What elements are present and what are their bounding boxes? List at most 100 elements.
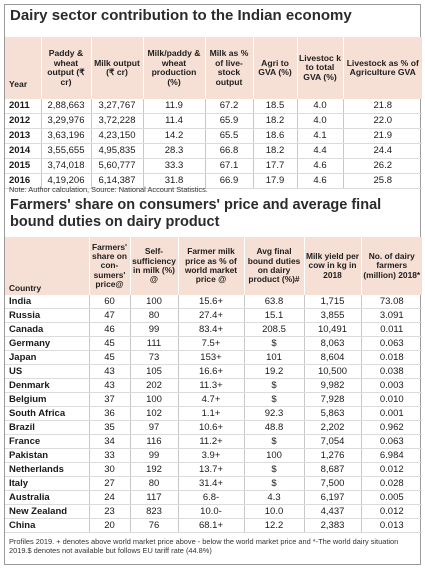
table-cell: 0.018 (361, 350, 422, 365)
table-cell: 20 (89, 518, 131, 533)
table-row: 2013 3,63,196 4,23,150 14.2 65.5 18.6 4.1 21.9 (5, 128, 422, 144)
table-cell: 1.1+ (178, 406, 245, 421)
table-cell: 0.012 (361, 504, 422, 519)
table-cell: $ (244, 462, 305, 477)
table-cell: 100 (130, 295, 179, 309)
table-cell: 11.2+ (178, 434, 245, 449)
table-cell: 48.8 (244, 420, 305, 435)
table-cell: 31.4+ (178, 476, 245, 491)
row-label: Germany (5, 336, 90, 351)
table-row: US 43 105 16.6+ 19.2 10,500 0.038 (5, 364, 422, 379)
table-cell: 202 (130, 378, 179, 393)
table-cell: 11.9 (143, 99, 206, 114)
table-cell: 0.001 (361, 406, 422, 421)
row-label: Belgium (5, 392, 90, 407)
table-cell: 8,687 (304, 462, 362, 477)
column-header: Livestock as % of Agriculture GVA (343, 37, 422, 99)
table-cell: 18.2 (253, 143, 298, 159)
table-cell: 12.2 (244, 518, 305, 533)
table-row: South Africa 36 102 1.1+ 92.3 5,863 0.001 (5, 406, 422, 421)
table-cell: 43 (89, 378, 131, 393)
table-cell: 27 (89, 476, 131, 491)
table-cell: 99 (130, 322, 179, 337)
table-cell: 17.9 (253, 173, 298, 189)
table-cell: 10.0- (178, 504, 245, 519)
column-header: Milk output (₹ cr) (91, 37, 144, 99)
row-label: New Zealand (5, 504, 90, 519)
table-row: 2015 3,74,018 5,60,777 33.3 67.1 17.7 4.6 26.2 (5, 158, 422, 174)
row-label: South Africa (5, 406, 90, 421)
table-cell: 15.6+ (178, 295, 245, 309)
column-header: Farmers' share on con- sumers' price@ (89, 237, 131, 295)
table-cell: 60 (89, 295, 131, 309)
table-cell: 3,27,767 (91, 99, 144, 114)
table-cell: 24.4 (343, 143, 422, 159)
table-cell: 27.4+ (178, 308, 245, 323)
dairy-contribution-table: Year Paddy & wheat output (₹ cr) Milk outp… (5, 37, 422, 189)
table-cell: 3,55,655 (41, 143, 92, 159)
table-cell: 4.6 (297, 173, 344, 189)
row-label: Netherlands (5, 462, 90, 477)
table-row: Australia 24 117 6.8- 4.3 6,197 0.005 (5, 490, 422, 505)
table-cell: 83.4+ (178, 322, 245, 337)
table-cell: 11.3+ (178, 378, 245, 393)
table-cell: 76 (130, 518, 179, 533)
table-cell: 6,197 (304, 490, 362, 505)
table-row: Pakistan 33 99 3.9+ 100 1,276 6.984 (5, 448, 422, 463)
table-cell: $ (244, 434, 305, 449)
table-row: Netherlands 30 192 13.7+ $8,687 0.012 (5, 462, 422, 477)
table-cell: 66.8 (205, 143, 254, 159)
table-cell: 5,60,777 (91, 158, 144, 174)
table-cell: 3,63,196 (41, 128, 92, 144)
row-label: Pakistan (5, 448, 90, 463)
table-cell: 2,202 (304, 420, 362, 435)
table-cell: 6,14,387 (91, 173, 144, 189)
table-cell: 18.2 (253, 113, 298, 129)
table-cell: 10.0 (244, 504, 305, 519)
table-cell: 1,715 (304, 295, 362, 309)
table-cell: 3,72,228 (91, 113, 144, 129)
table1-title: Dairy sector contribution to the Indian … (10, 7, 352, 24)
row-label: China (5, 518, 90, 533)
table-cell: 36 (89, 406, 131, 421)
table-cell: 37 (89, 392, 131, 407)
table-cell: 15.1 (244, 308, 305, 323)
table-cell: 0.013 (361, 518, 422, 533)
table-cell: 26.2 (343, 158, 422, 174)
table-row: 2016 4,19,206 6,14,387 31.8 66.9 17.9 4.6 25.8 (5, 173, 422, 189)
row-label: 2015 (5, 158, 42, 174)
page: Dairy sector contribution to the Indian … (4, 4, 422, 565)
row-label: 2013 (5, 128, 42, 144)
table-cell: 7.5+ (178, 336, 245, 351)
table-cell: 7,928 (304, 392, 362, 407)
row-label: Australia (5, 490, 90, 505)
table-cell: 43 (89, 364, 131, 379)
table-cell: 16.6+ (178, 364, 245, 379)
table-cell: 99 (130, 448, 179, 463)
table-cell: 17.7 (253, 158, 298, 174)
table-cell: 101 (244, 350, 305, 365)
row-label: India (5, 295, 90, 309)
table-cell: 65.5 (205, 128, 254, 144)
table-cell: 4,437 (304, 504, 362, 519)
row-label: 2011 (5, 99, 42, 114)
table-cell: 34 (89, 434, 131, 449)
table-cell: 0.010 (361, 392, 422, 407)
table-cell: 0.028 (361, 476, 422, 491)
table-cell: $ (244, 378, 305, 393)
column-header: Year (5, 37, 42, 99)
table2-note: Profiles 2019. + denotes above world mar… (9, 537, 399, 555)
table-cell: 63.8 (244, 295, 305, 309)
table-cell: 2,383 (304, 518, 362, 533)
table-row: Brazil 35 97 10.6+ 48.8 2,202 0.962 (5, 420, 422, 435)
table-row: Germany 45 111 7.5+ $8,063 0.063 (5, 336, 422, 351)
table-cell: 24 (89, 490, 131, 505)
table-cell: 73 (130, 350, 179, 365)
table-cell: 0.011 (361, 322, 422, 337)
row-label: 2016 (5, 173, 42, 189)
table-cell: 4.1 (297, 128, 344, 144)
table-cell: 0.012 (361, 462, 422, 477)
table-cell: 9,982 (304, 378, 362, 393)
table-cell: 21.9 (343, 128, 422, 144)
table1-header-row: Year Paddy & wheat output (₹ cr) Milk outp… (5, 37, 422, 99)
